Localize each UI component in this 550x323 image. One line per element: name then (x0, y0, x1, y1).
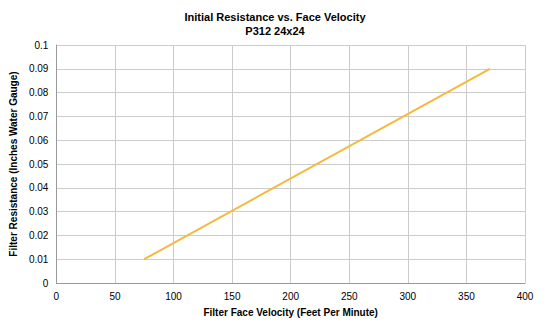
svg-text:300: 300 (399, 291, 416, 302)
svg-text:100: 100 (165, 291, 182, 302)
svg-text:Filter Resistance (Inches Wate: Filter Resistance (Inches Water Gauge) (8, 71, 19, 256)
svg-text:0.06: 0.06 (29, 135, 49, 146)
svg-text:0.04: 0.04 (29, 182, 49, 193)
svg-text:P312 24x24: P312 24x24 (245, 25, 305, 37)
svg-text:0.07: 0.07 (29, 111, 49, 122)
svg-text:0.05: 0.05 (29, 159, 49, 170)
svg-text:400: 400 (517, 291, 534, 302)
svg-text:Filter Face Velocity (Feet Per: Filter Face Velocity (Feet Per Minute) (203, 307, 378, 318)
svg-text:0.1: 0.1 (34, 40, 48, 51)
svg-text:0.02: 0.02 (29, 230, 49, 241)
svg-text:0: 0 (54, 291, 60, 302)
svg-text:150: 150 (224, 291, 241, 302)
svg-text:50: 50 (109, 291, 121, 302)
svg-text:0.09: 0.09 (29, 63, 49, 74)
svg-text:350: 350 (458, 291, 475, 302)
svg-text:Initial Resistance vs. Face Ve: Initial Resistance vs. Face Velocity (185, 11, 367, 23)
svg-text:200: 200 (282, 291, 299, 302)
svg-text:0: 0 (43, 278, 49, 289)
svg-text:0.01: 0.01 (29, 254, 49, 265)
svg-text:0.03: 0.03 (29, 206, 49, 217)
svg-text:0.08: 0.08 (29, 87, 49, 98)
svg-text:250: 250 (341, 291, 358, 302)
